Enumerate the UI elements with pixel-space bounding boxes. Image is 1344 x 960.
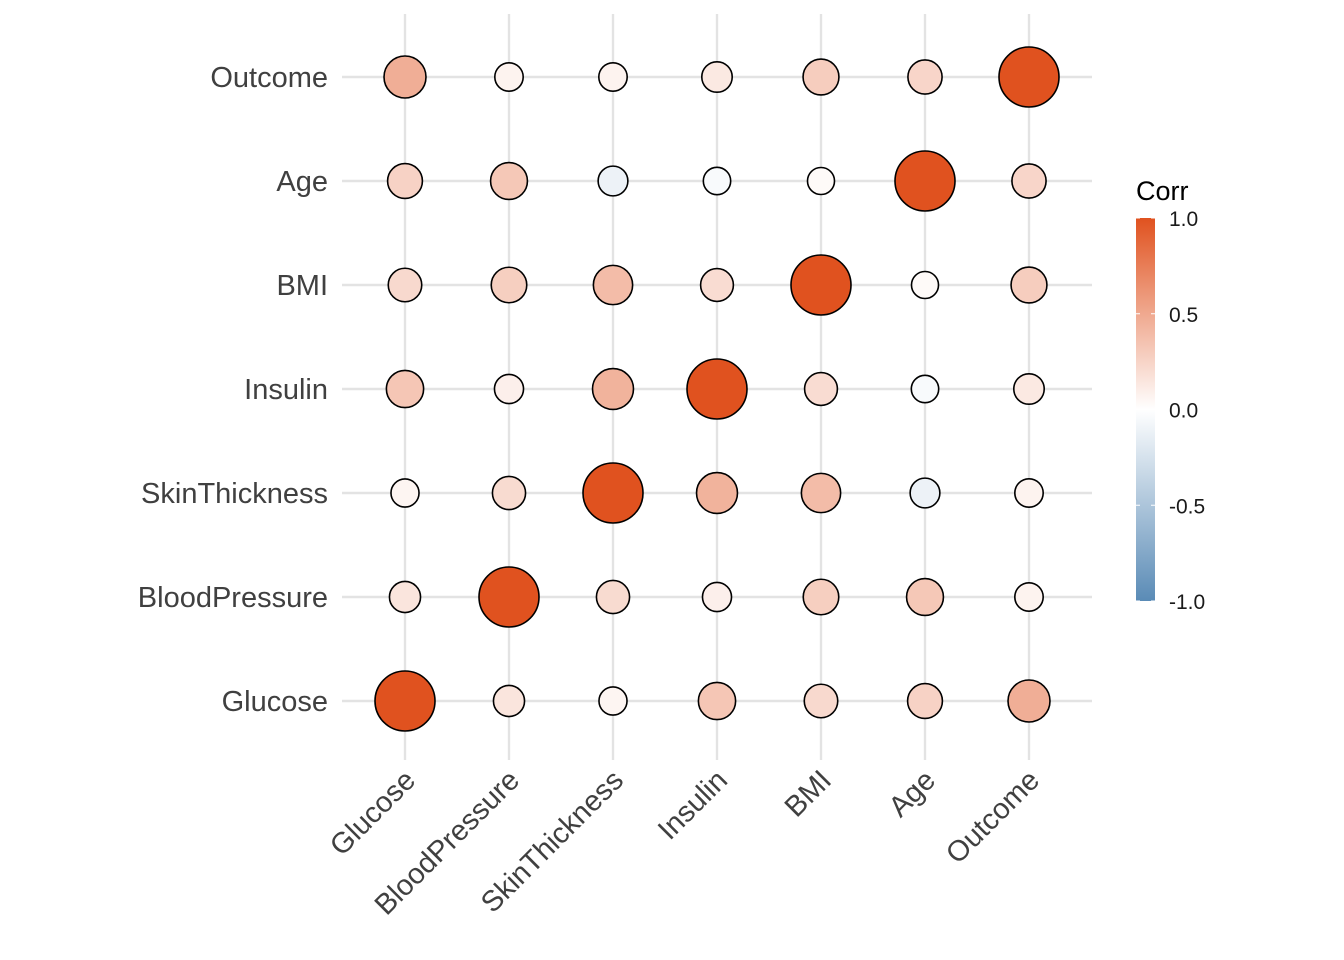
corr-point-glucose-bloodpressure [388,580,422,614]
corr-point-skinthickness-bloodpressure [595,579,631,615]
corr-point-skinthickness-age [597,165,629,197]
corr-point-bmi-glucose [803,683,839,719]
corr-point-glucose-insulin [385,369,425,409]
corr-point-age-skinthickness [909,477,941,509]
corr-point-bloodpressure-outcome [494,62,524,92]
corr-point-age-bloodpressure [905,577,945,617]
x-tick-label: Insulin [652,764,734,846]
corr-point-outcome-glucose [1007,679,1051,723]
corr-point-bmi-insulin [803,371,839,407]
x-tick-label: Glucose [324,764,422,862]
corr-point-insulin-age [702,166,732,196]
corr-point-age-age [894,150,956,212]
corr-point-age-outcome [907,59,943,95]
correlation-points [374,46,1060,732]
x-tick-label: BMI [779,764,838,823]
corr-point-age-insulin [910,374,940,404]
legend: Corr 1.0 0.5 0.0 -0.5 -1.0 [1136,176,1205,614]
corr-point-glucose-skinthickness [390,478,420,508]
corr-point-skinthickness-glucose [598,686,628,716]
corr-point-glucose-outcome [383,55,427,99]
corr-point-bloodpressure-age [489,161,529,201]
corr-point-insulin-outcome [700,60,734,94]
corr-point-bloodpressure-insulin [493,373,525,405]
corr-point-skinthickness-outcome [598,62,628,92]
y-tick-label: SkinThickness [141,478,328,510]
corr-point-insulin-skinthickness [695,471,739,515]
corr-point-outcome-bloodpressure [1014,582,1044,612]
corr-point-bmi-skinthickness [800,472,842,514]
legend-ticks: 1.0 0.5 0.0 -0.5 -1.0 [1136,208,1205,614]
corr-point-bmi-age [806,166,836,196]
y-axis-tick-labels: Glucose BloodPressure SkinThickness Insulin… [138,62,328,718]
corr-point-outcome-bmi [1010,266,1048,304]
y-tick-label: Outcome [210,62,328,94]
corr-point-skinthickness-skinthickness [582,462,644,524]
y-tick-label: Insulin [244,374,328,406]
corr-point-bmi-bmi [790,254,852,316]
corr-point-bloodpressure-bmi [490,266,528,304]
corr-point-bmi-outcome [802,58,840,96]
corr-point-insulin-glucose [697,681,737,721]
corr-point-bloodpressure-skinthickness [491,475,527,511]
y-tick-label: Glucose [222,686,328,718]
legend-tick-label: -1.0 [1169,591,1205,614]
y-tick-label: BloodPressure [138,582,328,614]
corr-point-outcome-insulin [1012,372,1046,406]
corr-point-bloodpressure-bloodpressure [478,566,540,628]
corr-point-age-bmi [910,270,940,300]
corr-point-glucose-age [386,162,424,200]
y-tick-label: Age [276,166,328,198]
legend-tick-label: 0.0 [1169,400,1198,423]
corr-point-insulin-bloodpressure [701,581,733,613]
y-tick-label: BMI [276,270,328,302]
corr-point-insulin-insulin [686,358,748,420]
corr-point-outcome-outcome [998,46,1060,108]
legend-title: Corr [1136,176,1189,206]
corr-point-insulin-bmi [699,267,735,303]
corr-point-glucose-glucose [374,670,436,732]
corr-point-bloodpressure-glucose [492,684,526,718]
corr-point-bmi-bloodpressure [802,578,840,616]
legend-colorbar [1136,218,1155,601]
corr-point-age-glucose [906,682,944,720]
corr-point-outcome-age [1011,163,1047,199]
corr-point-skinthickness-insulin [591,367,635,411]
legend-tick-label: 0.5 [1169,304,1198,327]
corr-point-skinthickness-bmi [592,264,634,306]
corr-point-outcome-skinthickness [1014,478,1044,508]
x-tick-label: Age [883,764,942,823]
legend-tick-label: 1.0 [1169,208,1198,231]
x-tick-label: Outcome [940,764,1046,870]
legend-tick-label: -0.5 [1169,495,1205,518]
corr-point-glucose-bmi [387,267,423,303]
